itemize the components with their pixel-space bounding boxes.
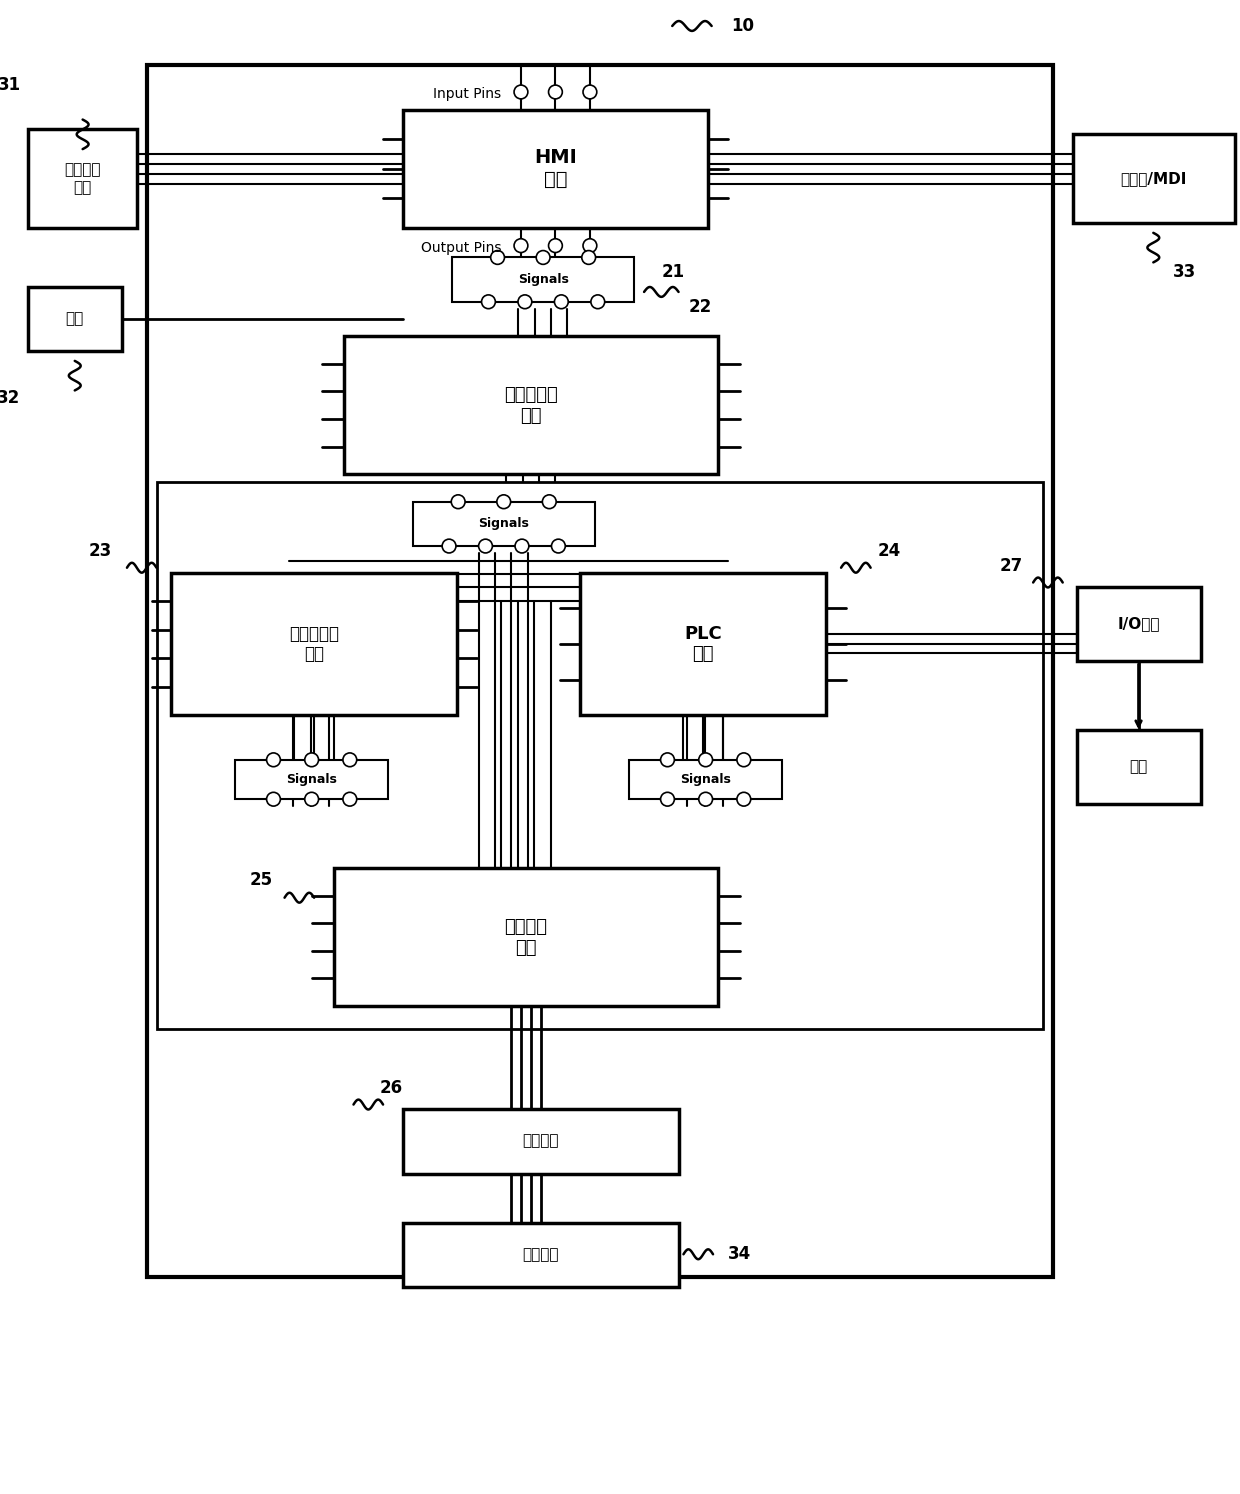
Text: PLC
组件: PLC 组件 bbox=[684, 624, 722, 663]
Circle shape bbox=[591, 294, 605, 309]
Text: 31: 31 bbox=[0, 76, 21, 94]
Text: 26: 26 bbox=[379, 1079, 403, 1097]
Circle shape bbox=[451, 495, 465, 508]
Text: 控制总线
组件: 控制总线 组件 bbox=[505, 917, 547, 956]
Text: 显示器/MDI: 显示器/MDI bbox=[1120, 172, 1187, 187]
Bar bbox=[1078, 587, 1200, 662]
Bar bbox=[1078, 731, 1200, 804]
Text: Output Pins: Output Pins bbox=[420, 241, 501, 254]
Bar bbox=[413, 502, 595, 547]
Text: Signals: Signals bbox=[681, 772, 732, 786]
Circle shape bbox=[661, 792, 675, 807]
Circle shape bbox=[699, 753, 713, 766]
Circle shape bbox=[542, 495, 557, 508]
Text: Input Pins: Input Pins bbox=[433, 87, 501, 102]
Text: 10: 10 bbox=[732, 16, 754, 34]
Circle shape bbox=[548, 239, 562, 252]
Text: 23: 23 bbox=[89, 542, 112, 560]
Text: 各轴伺服: 各轴伺服 bbox=[522, 1134, 559, 1149]
Text: I/O单元: I/O单元 bbox=[1117, 617, 1159, 632]
Text: 21: 21 bbox=[662, 263, 684, 281]
Circle shape bbox=[737, 753, 750, 766]
Text: 24: 24 bbox=[878, 542, 900, 560]
Circle shape bbox=[515, 85, 528, 99]
Bar bbox=[236, 760, 388, 799]
Bar bbox=[630, 760, 782, 799]
Circle shape bbox=[343, 753, 357, 766]
Bar bbox=[156, 483, 1043, 1029]
Circle shape bbox=[479, 539, 492, 553]
Circle shape bbox=[582, 251, 595, 264]
Text: 22: 22 bbox=[688, 297, 712, 315]
Bar bbox=[334, 868, 718, 1005]
Circle shape bbox=[737, 792, 750, 807]
Circle shape bbox=[497, 495, 511, 508]
Circle shape bbox=[305, 753, 319, 766]
Circle shape bbox=[536, 251, 551, 264]
Circle shape bbox=[699, 792, 713, 807]
Bar bbox=[403, 109, 708, 229]
Text: 机械: 机械 bbox=[1130, 759, 1148, 774]
Circle shape bbox=[443, 539, 456, 553]
Bar bbox=[580, 572, 826, 716]
Text: 34: 34 bbox=[728, 1246, 751, 1264]
Text: 33: 33 bbox=[1173, 263, 1197, 281]
Circle shape bbox=[583, 85, 596, 99]
Text: 键盘: 键盘 bbox=[66, 311, 84, 326]
Circle shape bbox=[661, 753, 675, 766]
Bar bbox=[453, 257, 634, 302]
Text: Signals: Signals bbox=[517, 273, 569, 287]
Bar bbox=[403, 1110, 678, 1173]
Circle shape bbox=[305, 792, 319, 807]
Circle shape bbox=[491, 251, 505, 264]
Text: 27: 27 bbox=[999, 557, 1023, 575]
Circle shape bbox=[515, 539, 528, 553]
Bar bbox=[29, 287, 122, 351]
Text: 25: 25 bbox=[249, 871, 273, 889]
Bar bbox=[146, 66, 1053, 1277]
Circle shape bbox=[481, 294, 495, 309]
Circle shape bbox=[267, 792, 280, 807]
Circle shape bbox=[552, 539, 565, 553]
Text: 数据输入
装置: 数据输入 装置 bbox=[64, 163, 100, 194]
Circle shape bbox=[554, 294, 568, 309]
Circle shape bbox=[518, 294, 532, 309]
Circle shape bbox=[267, 753, 280, 766]
Circle shape bbox=[515, 239, 528, 252]
Bar bbox=[403, 1222, 678, 1286]
Circle shape bbox=[583, 239, 596, 252]
Bar bbox=[29, 130, 136, 229]
Text: 32: 32 bbox=[0, 390, 21, 408]
Text: HMI
组件: HMI 组件 bbox=[534, 148, 577, 190]
Circle shape bbox=[343, 792, 357, 807]
Bar bbox=[1073, 134, 1235, 223]
Text: Signals: Signals bbox=[479, 517, 529, 530]
Text: 任务控制器
组件: 任务控制器 组件 bbox=[503, 385, 558, 424]
Text: Signals: Signals bbox=[286, 772, 337, 786]
Bar bbox=[343, 336, 718, 474]
Circle shape bbox=[548, 85, 562, 99]
Text: 各轴马达: 各轴马达 bbox=[522, 1247, 559, 1262]
Text: 运动控制器
组件: 运动控制器 组件 bbox=[289, 624, 339, 663]
Bar bbox=[171, 572, 456, 716]
